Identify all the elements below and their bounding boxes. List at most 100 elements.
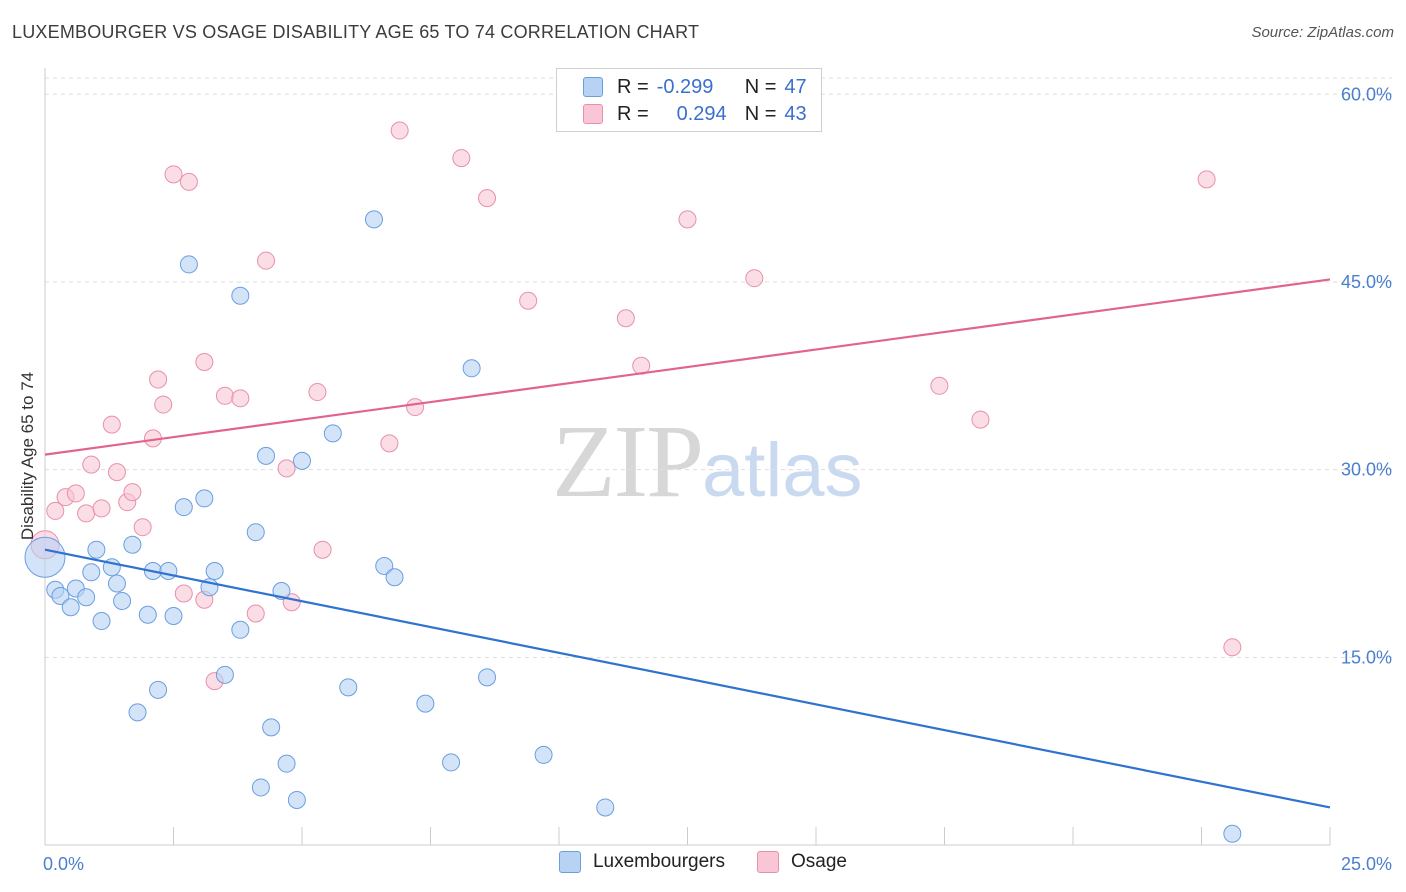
correlation-legend: R = -0.299 N = 47 R = 0.294 N = 43 — [556, 68, 822, 132]
luxembourgers-point — [385, 568, 404, 587]
luxembourgers-trend-line — [44, 548, 1331, 809]
luxembourgers-point — [205, 561, 224, 580]
osage-point — [164, 165, 183, 184]
legend-item-osage[interactable]: Osage — [757, 851, 847, 873]
luxembourgers-point — [231, 620, 250, 639]
osage-point — [678, 210, 697, 229]
y-tick-label: 15.0% — [1341, 647, 1392, 667]
source-credit: Source: ZipAtlas.com — [1251, 24, 1394, 41]
trend-lines — [44, 278, 1331, 809]
luxembourgers-point — [87, 540, 106, 559]
chart-title: LUXEMBOURGER VS OSAGE DISABILITY AGE 65 … — [12, 22, 700, 42]
osage-point — [77, 504, 96, 523]
luxembourgers-point — [462, 359, 481, 378]
osage-point — [257, 251, 276, 270]
luxembourgers-point — [375, 556, 394, 575]
luxembourgers-point — [92, 612, 111, 631]
luxembourgers-point — [364, 210, 383, 229]
series-osage — [30, 121, 1242, 691]
axes — [44, 68, 1331, 846]
legend-n-value: 43 — [784, 102, 807, 125]
osage-point — [246, 604, 265, 623]
luxembourgers-point — [138, 605, 157, 624]
legend-r-value: -0.299 — [656, 75, 714, 98]
luxembourgers-point — [534, 745, 553, 764]
osage-point — [133, 518, 152, 537]
luxembourgers-point — [323, 424, 342, 443]
legend-swatch-pink — [757, 851, 780, 873]
y-tick-labels: 15.0% 30.0% 45.0% 60.0% — [1341, 84, 1392, 667]
osage-point — [452, 149, 471, 168]
y-tick-label: 30.0% — [1341, 460, 1392, 480]
luxembourgers-point — [596, 798, 615, 817]
luxembourgers-point — [174, 498, 193, 517]
x-tick-label: 0.0% — [43, 854, 84, 874]
luxembourgers-point — [77, 588, 96, 607]
osage-point — [174, 584, 193, 603]
legend-r-label: R = — [617, 102, 649, 125]
luxembourgers-point — [61, 598, 80, 617]
luxembourgers-point — [113, 592, 132, 611]
osage-point — [406, 398, 425, 417]
luxembourgers-point — [293, 451, 311, 470]
osage-point — [92, 499, 111, 518]
luxembourgers-point — [277, 754, 296, 773]
luxembourgers-point — [159, 561, 178, 580]
legend-swatch-blue — [558, 851, 581, 873]
luxembourgers-point — [128, 703, 147, 722]
luxembourgers-point — [149, 680, 168, 699]
luxembourgers-point — [164, 607, 183, 626]
osage-point — [519, 291, 538, 310]
luxembourgers-point — [107, 574, 126, 593]
luxembourgers-point — [257, 446, 276, 465]
luxembourgers-point — [287, 790, 306, 809]
y-tick-label: 45.0% — [1341, 272, 1392, 292]
osage-point — [154, 395, 173, 414]
osage-point — [102, 415, 121, 434]
osage-point — [179, 172, 198, 191]
x-ticks: 0.0% 25.0% — [43, 854, 1392, 874]
luxembourgers-point — [51, 587, 70, 606]
luxembourgers-point — [339, 678, 358, 697]
osage-point — [971, 410, 990, 429]
luxembourgers-point — [1223, 824, 1242, 843]
x-tick-label: 25.0% — [1341, 854, 1392, 874]
legend-n-label: N = — [744, 75, 777, 98]
osage-point — [215, 386, 234, 405]
osage-point — [478, 189, 497, 208]
legend-row-osage: R = 0.294 N = 43 — [557, 100, 807, 128]
osage-point — [123, 483, 142, 502]
osage-point — [745, 269, 764, 288]
osage-point — [616, 309, 635, 328]
osage-point — [308, 383, 327, 402]
series-legend: Luxembourgers Osage — [0, 851, 1406, 873]
osage-point — [82, 455, 101, 474]
watermark-atlas: atlas — [702, 428, 863, 513]
luxembourgers-point — [179, 255, 198, 274]
watermark: ZIPatlas — [552, 402, 863, 521]
osage-trend-line — [44, 278, 1331, 456]
osage-point — [107, 463, 126, 482]
luxembourgers-point — [195, 489, 214, 508]
luxembourgers-point — [262, 718, 281, 737]
osage-point — [1197, 170, 1216, 189]
luxembourgers-point — [442, 753, 461, 772]
luxembourgers-point — [215, 665, 234, 684]
luxembourgers-point — [478, 668, 497, 687]
watermark-zip: ZIP — [552, 404, 704, 519]
luxembourgers-point — [416, 694, 435, 713]
osage-point — [380, 434, 399, 453]
osage-point — [390, 121, 409, 140]
osage-point — [149, 370, 168, 389]
osage-point — [930, 376, 949, 395]
luxembourgers-point — [251, 778, 270, 797]
legend-label: Osage — [791, 851, 847, 872]
legend-swatch-pink — [583, 104, 603, 124]
luxembourgers-point — [24, 536, 66, 578]
legend-item-luxembourgers[interactable]: Luxembourgers — [558, 851, 725, 873]
luxembourgers-point — [123, 535, 142, 554]
osage-point — [46, 501, 65, 520]
luxembourgers-point — [246, 523, 265, 542]
legend-n-value: 47 — [784, 75, 807, 98]
